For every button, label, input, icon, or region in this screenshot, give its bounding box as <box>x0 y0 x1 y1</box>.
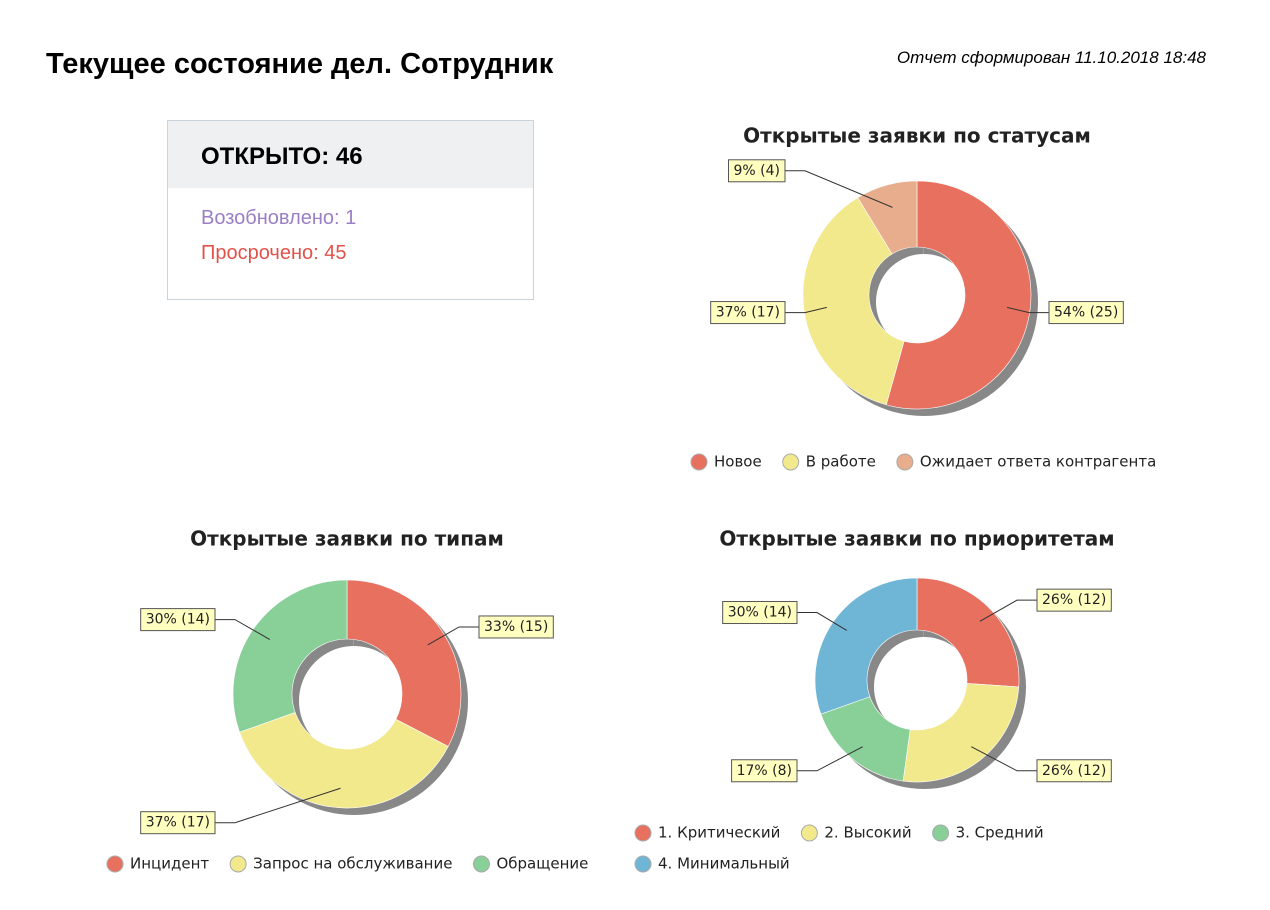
label-leader <box>979 599 1037 622</box>
legend-swatch <box>634 855 652 873</box>
legend-label: Инцидент <box>130 855 209 873</box>
chart-title: Открытые заявки по приоритетам <box>719 527 1114 551</box>
value-label: 30% (14) <box>728 605 792 621</box>
legend-swatch <box>782 453 800 471</box>
overdue-count: Просрочено: 45 <box>201 242 347 264</box>
label-box <box>1036 759 1112 783</box>
legend-swatch <box>229 855 247 873</box>
legend-swatch <box>634 824 652 842</box>
label-leader <box>785 306 827 314</box>
legend-swatch <box>106 855 124 873</box>
legend-swatch <box>932 824 950 842</box>
donut-segment <box>239 712 449 809</box>
value-label: 9% (4) <box>734 163 781 179</box>
label-box <box>731 759 798 783</box>
label-leader <box>215 619 271 640</box>
legend-label: Запрос на обслуживание <box>253 855 452 873</box>
label-leader <box>785 170 893 208</box>
label-box <box>1036 588 1112 612</box>
report-date: Отчет сформирован 11.10.2018 18:48 <box>896 48 1206 67</box>
legend-label: 1. Критический <box>658 824 780 842</box>
label-box <box>722 601 798 625</box>
summary-box: ОТКРЫТО: 46 Возобновлено: 1 Просрочено: … <box>167 120 534 300</box>
label-box <box>140 811 216 835</box>
donut-segment <box>232 579 348 733</box>
value-label: 37% (17) <box>716 305 780 321</box>
reopened-count: Возобновлено: 1 <box>201 207 357 229</box>
donut-segment <box>814 577 918 715</box>
value-label: 26% (12) <box>1042 763 1106 779</box>
legend-label: Обращение <box>496 855 588 873</box>
label-leader <box>797 746 863 772</box>
open-count: ОТКРЫТО: 46 <box>168 121 533 188</box>
label-box <box>728 159 786 183</box>
label-leader <box>215 787 341 824</box>
legend-swatch <box>800 824 818 842</box>
value-label: 26% (12) <box>1042 592 1106 608</box>
value-label: 33% (15) <box>484 619 548 635</box>
donut-segment <box>346 579 462 747</box>
label-leader <box>971 746 1037 772</box>
label-leader <box>797 612 847 631</box>
value-label: 37% (17) <box>146 815 210 831</box>
label-box <box>140 608 216 632</box>
legend-label: Новое <box>714 453 762 471</box>
label-box <box>1048 301 1124 325</box>
label-leader <box>427 626 479 646</box>
chart-title: Открытые заявки по статусам <box>743 124 1091 148</box>
legend-label: Ожидает ответа контрагента <box>920 453 1156 471</box>
label-box <box>478 615 554 639</box>
label-box <box>710 301 786 325</box>
legend-swatch <box>472 855 490 873</box>
donut-segment <box>885 180 1032 410</box>
legend-label: 2. Высокий <box>824 824 911 842</box>
legend-label: 3. Средний <box>956 824 1044 842</box>
donut-segment <box>902 683 1020 783</box>
value-label: 54% (25) <box>1054 305 1118 321</box>
chart-title: Открытые заявки по типам <box>190 527 504 551</box>
donut-segment <box>802 197 905 406</box>
label-leader <box>1007 306 1049 314</box>
donut-segment <box>916 577 1020 688</box>
page-title: Текущее состояние дел. Сотрудник <box>46 48 554 80</box>
legend-label: 4. Минимальный <box>658 855 790 873</box>
value-label: 30% (14) <box>146 612 210 628</box>
value-label: 17% (8) <box>737 763 792 779</box>
legend-swatch <box>690 453 708 471</box>
legend-swatch <box>896 453 914 471</box>
legend-label: В работе <box>806 453 876 471</box>
